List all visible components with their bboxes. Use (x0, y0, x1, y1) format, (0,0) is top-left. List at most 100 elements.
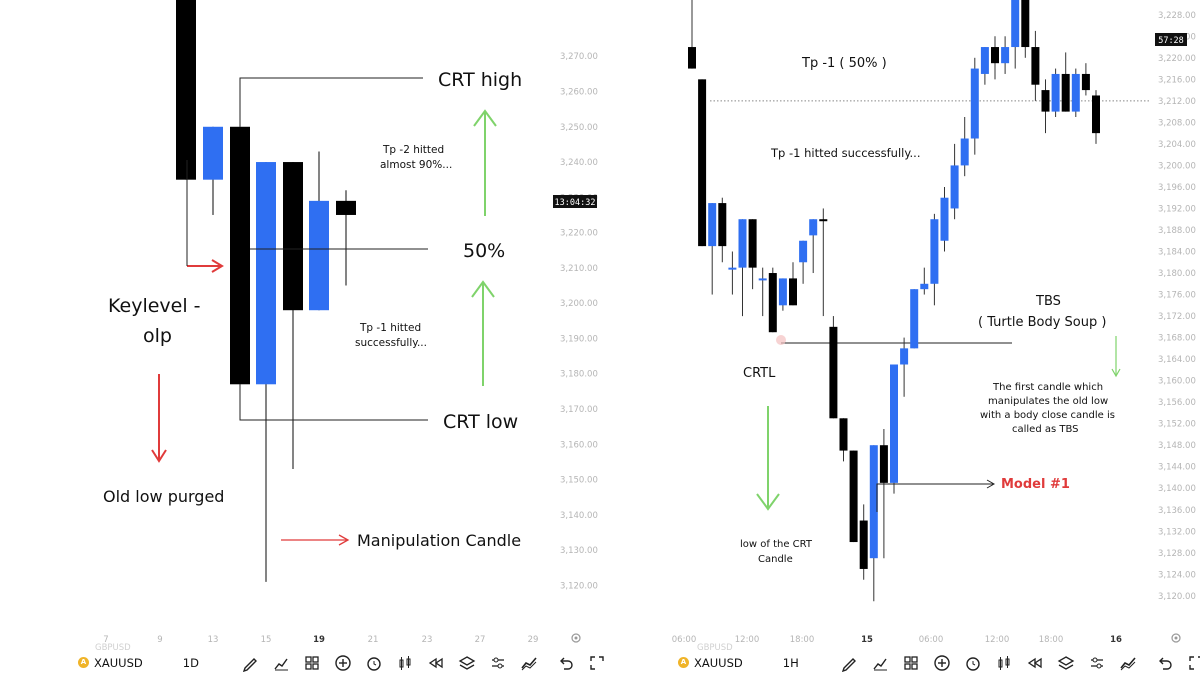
pencil-icon[interactable] (840, 654, 858, 672)
timeframe-selector[interactable]: 1D (182, 655, 199, 670)
candle[interactable] (1081, 63, 1090, 96)
countdown-price-label-right: 57:28 (1155, 33, 1187, 46)
y-tick-label: 3,120.00 (560, 581, 598, 591)
plus-circle-icon[interactable] (933, 654, 951, 672)
undo-icon[interactable] (1156, 654, 1174, 672)
candle[interactable] (283, 162, 303, 469)
x-tick-label: 16 (1110, 635, 1122, 645)
candle[interactable] (1001, 36, 1010, 74)
candle[interactable] (1041, 79, 1050, 134)
candles-icon[interactable] (995, 654, 1013, 672)
symbol-selector[interactable]: A XAUUSD (78, 656, 143, 670)
y-tick-label: 3,124.00 (1158, 570, 1196, 580)
plus-circle-icon[interactable] (334, 654, 352, 672)
candle[interactable] (829, 316, 838, 419)
red-down-arrow (151, 374, 167, 463)
candle[interactable] (849, 450, 858, 543)
green-down-arrow-tbs (1111, 336, 1121, 378)
sliders-icon[interactable] (1088, 654, 1106, 672)
y-tick-label: 3,180.00 (1158, 269, 1196, 279)
trend-icon[interactable] (520, 654, 538, 672)
candle[interactable] (900, 337, 909, 397)
alarm-icon[interactable] (365, 654, 383, 672)
candle[interactable] (799, 240, 808, 284)
crtl-label: CRTL (743, 366, 776, 381)
candle[interactable] (728, 251, 737, 295)
candle[interactable] (230, 126, 250, 385)
layers-icon[interactable] (1057, 654, 1075, 672)
sliders-icon[interactable] (489, 654, 507, 672)
candle[interactable] (738, 219, 747, 317)
candle[interactable] (950, 143, 959, 220)
fullscreen-icon[interactable] (1187, 654, 1200, 672)
candle[interactable] (920, 267, 929, 295)
timeframe-selector-right[interactable]: 1H (782, 655, 799, 670)
candles-icon[interactable] (396, 654, 414, 672)
candle[interactable] (336, 190, 356, 286)
candle[interactable] (176, 0, 196, 180)
keylevel-label: Keylevel - (108, 295, 201, 317)
grid-icon[interactable] (303, 654, 321, 672)
layers-icon[interactable] (458, 654, 476, 672)
symbol-selector-right[interactable]: A XAUUSD (678, 656, 743, 670)
candle[interactable] (1071, 68, 1080, 117)
hourly-chart-svg[interactable]: 3,228.003,224.003,220.003,216.003,212.00… (600, 0, 1200, 675)
candle[interactable] (869, 445, 878, 602)
candle[interactable] (698, 79, 707, 247)
candle[interactable] (708, 203, 717, 295)
settings-gear-icon[interactable] (571, 633, 581, 643)
x-tick-label: 12:00 (735, 635, 760, 645)
undo-icon[interactable] (557, 654, 575, 672)
candle[interactable] (256, 162, 276, 582)
candle[interactable] (309, 151, 329, 311)
old-low-purged-label: Old low purged (103, 487, 224, 506)
rewind-icon[interactable] (1026, 654, 1044, 672)
candle[interactable] (1031, 30, 1040, 101)
alarm-icon[interactable] (964, 654, 982, 672)
candle[interactable] (1092, 90, 1100, 144)
toolbar-icons (241, 654, 619, 672)
candle[interactable] (839, 418, 848, 462)
fullscreen-icon[interactable] (588, 654, 606, 672)
candle[interactable] (879, 429, 888, 559)
daily-chart-svg[interactable]: 3,270.003,260.003,250.003,240.003,230.00… (0, 0, 600, 675)
candle[interactable] (778, 278, 787, 311)
indicator-icon[interactable] (871, 654, 889, 672)
green-up-arrow-bottom (471, 280, 495, 386)
candle[interactable] (980, 47, 989, 85)
y-tick-label: 3,170.00 (560, 405, 598, 415)
candle[interactable] (859, 504, 868, 580)
candle[interactable] (1011, 0, 1020, 69)
candle[interactable] (960, 116, 969, 177)
candle[interactable] (1021, 0, 1030, 58)
candle[interactable] (930, 213, 939, 306)
candle[interactable] (940, 186, 949, 252)
candle[interactable] (758, 267, 767, 317)
x-tick-label: 9 (157, 635, 162, 645)
grid-icon[interactable] (902, 654, 920, 672)
candle[interactable] (748, 219, 757, 290)
candle[interactable] (1061, 52, 1070, 112)
candle[interactable] (970, 57, 979, 155)
candle[interactable] (890, 364, 898, 494)
indicator-icon[interactable] (272, 654, 290, 672)
candle[interactable] (1051, 68, 1060, 117)
candle[interactable] (809, 219, 818, 274)
rewind-icon[interactable] (427, 654, 445, 672)
candle[interactable] (718, 197, 727, 263)
chart-pane-hourly[interactable]: 3,228.003,224.003,220.003,216.003,212.00… (600, 0, 1200, 675)
tp1-successfully-label: successfully... (355, 337, 427, 349)
candle[interactable] (819, 208, 828, 317)
y-tick-label: 3,192.00 (1158, 204, 1196, 214)
candle[interactable] (768, 267, 777, 333)
pencil-icon[interactable] (241, 654, 259, 672)
candle[interactable] (688, 0, 696, 69)
candle[interactable] (789, 262, 797, 306)
candle[interactable] (203, 126, 223, 215)
x-tick-label: 12:00 (985, 635, 1010, 645)
candle[interactable] (991, 36, 999, 80)
settings-gear-icon-right[interactable] (1171, 633, 1181, 643)
chart-pane-daily[interactable]: 3,270.003,260.003,250.003,240.003,230.00… (0, 0, 600, 675)
trend-icon[interactable] (1119, 654, 1137, 672)
candle[interactable] (910, 289, 919, 349)
